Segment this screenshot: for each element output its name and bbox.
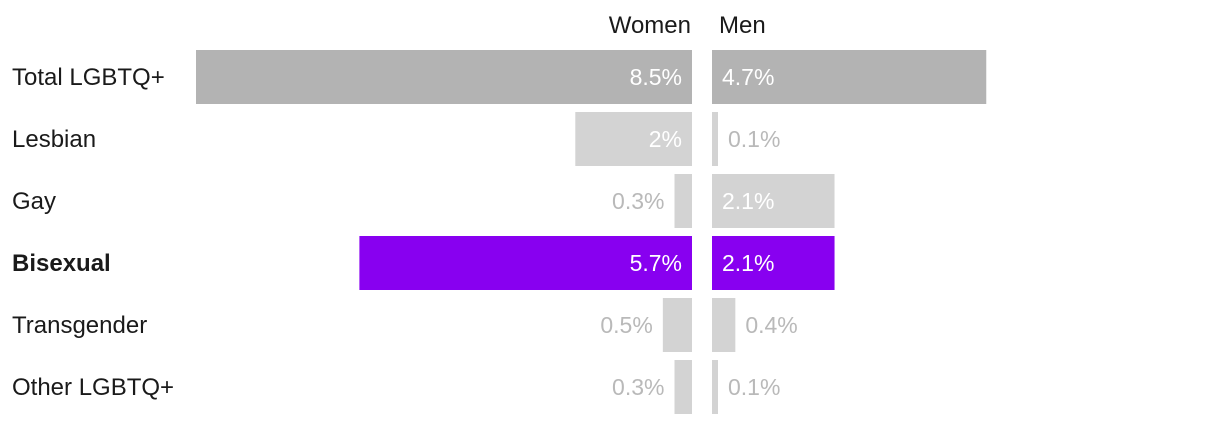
value-label-women-gay: 0.3%	[612, 188, 664, 214]
bar-men-lesbian	[712, 112, 718, 166]
row-lesbian: Lesbian 2% 0.1%	[12, 112, 780, 166]
value-label-men-other-lgbtq: 0.1%	[728, 374, 780, 400]
category-label-transgender: Transgender	[12, 312, 147, 339]
women-column-header: Women	[609, 12, 691, 39]
row-total-lgbtq: Total LGBTQ+ 8.5% 4.7%	[12, 50, 987, 104]
bar-men-bisexual	[712, 236, 835, 290]
value-label-men-gay: 2.1%	[722, 188, 774, 214]
value-label-men-transgender: 0.4%	[745, 312, 797, 338]
value-label-women-lesbian: 2%	[649, 126, 682, 152]
men-column-header: Men	[719, 12, 766, 39]
row-other-lgbtq: Other LGBTQ+ 0.3% 0.1%	[12, 360, 780, 414]
bar-women-lesbian	[575, 112, 692, 166]
bar-women-transgender	[662, 298, 692, 352]
bar-women-other-lgbtq	[674, 360, 692, 414]
value-label-men-total-lgbtq: 4.7%	[722, 64, 774, 90]
value-label-men-lesbian: 0.1%	[728, 126, 780, 152]
row-transgender: Transgender 0.5% 0.4%	[12, 298, 798, 352]
bar-men-total-lgbtq	[712, 50, 987, 104]
bar-women-total-lgbtq	[196, 50, 692, 104]
bar-women-bisexual	[359, 236, 692, 290]
bar-men-gay	[712, 174, 835, 228]
value-label-women-transgender: 0.5%	[600, 312, 652, 338]
category-label-bisexual: Bisexual	[12, 250, 111, 277]
category-label-lesbian: Lesbian	[12, 126, 96, 153]
bar-women-gay	[674, 174, 692, 228]
row-gay: Gay 0.3% 2.1%	[12, 174, 835, 228]
value-label-men-bisexual: 2.1%	[722, 250, 774, 276]
value-label-women-other-lgbtq: 0.3%	[612, 374, 664, 400]
bar-men-other-lgbtq	[712, 360, 718, 414]
bar-men-transgender	[712, 298, 736, 352]
category-label-total-lgbtq: Total LGBTQ+	[12, 64, 165, 91]
category-label-other-lgbtq: Other LGBTQ+	[12, 374, 174, 401]
chart-rows: Total LGBTQ+ 8.5% 4.7% Lesbian 2% 0.1% Gay 0.3%…	[12, 50, 987, 414]
value-label-women-bisexual: 5.7%	[630, 250, 682, 276]
category-label-gay: Gay	[12, 188, 56, 215]
row-bisexual: Bisexual 5.7% 2.1%	[12, 236, 835, 290]
value-label-women-total-lgbtq: 8.5%	[630, 64, 682, 90]
